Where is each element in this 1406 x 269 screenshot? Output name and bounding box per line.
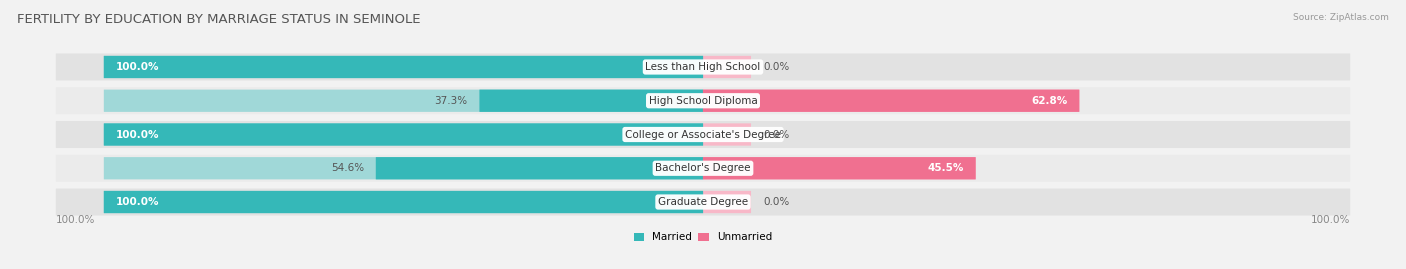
FancyBboxPatch shape	[104, 123, 703, 146]
FancyBboxPatch shape	[104, 191, 703, 213]
Text: 37.3%: 37.3%	[434, 96, 468, 106]
Text: Bachelor's Degree: Bachelor's Degree	[655, 163, 751, 173]
FancyBboxPatch shape	[375, 157, 703, 179]
FancyBboxPatch shape	[703, 157, 976, 179]
Text: 62.8%: 62.8%	[1031, 96, 1067, 106]
FancyBboxPatch shape	[104, 56, 703, 78]
Text: 54.6%: 54.6%	[330, 163, 364, 173]
Text: 100.0%: 100.0%	[1310, 215, 1350, 225]
FancyBboxPatch shape	[104, 191, 703, 213]
FancyBboxPatch shape	[56, 87, 1350, 114]
FancyBboxPatch shape	[104, 157, 703, 179]
FancyBboxPatch shape	[104, 90, 703, 112]
Text: FERTILITY BY EDUCATION BY MARRIAGE STATUS IN SEMINOLE: FERTILITY BY EDUCATION BY MARRIAGE STATU…	[17, 13, 420, 26]
Text: 0.0%: 0.0%	[763, 62, 789, 72]
Text: 100.0%: 100.0%	[115, 62, 159, 72]
FancyBboxPatch shape	[703, 191, 751, 213]
Legend: Married, Unmarried: Married, Unmarried	[630, 228, 776, 246]
Text: 0.0%: 0.0%	[763, 197, 789, 207]
Text: 0.0%: 0.0%	[763, 129, 789, 140]
Text: Graduate Degree: Graduate Degree	[658, 197, 748, 207]
FancyBboxPatch shape	[104, 56, 703, 78]
FancyBboxPatch shape	[56, 155, 1350, 182]
FancyBboxPatch shape	[703, 157, 976, 179]
FancyBboxPatch shape	[104, 123, 703, 146]
Text: 100.0%: 100.0%	[115, 129, 159, 140]
FancyBboxPatch shape	[703, 90, 1080, 112]
Text: 45.5%: 45.5%	[927, 163, 963, 173]
FancyBboxPatch shape	[703, 90, 1080, 112]
FancyBboxPatch shape	[703, 56, 751, 78]
Text: Source: ZipAtlas.com: Source: ZipAtlas.com	[1294, 13, 1389, 22]
FancyBboxPatch shape	[56, 54, 1350, 80]
Text: Less than High School: Less than High School	[645, 62, 761, 72]
Text: College or Associate's Degree: College or Associate's Degree	[626, 129, 780, 140]
Text: High School Diploma: High School Diploma	[648, 96, 758, 106]
Text: 100.0%: 100.0%	[56, 215, 96, 225]
FancyBboxPatch shape	[703, 123, 751, 146]
FancyBboxPatch shape	[56, 121, 1350, 148]
FancyBboxPatch shape	[479, 90, 703, 112]
FancyBboxPatch shape	[56, 189, 1350, 215]
Text: 100.0%: 100.0%	[115, 197, 159, 207]
